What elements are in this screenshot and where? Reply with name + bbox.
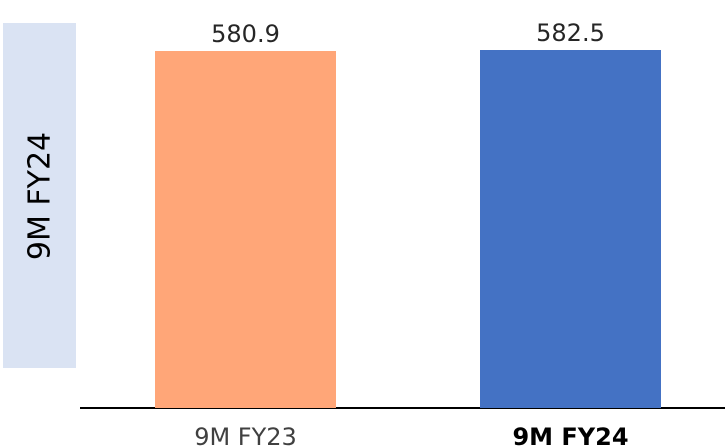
bar-0 — [155, 51, 336, 408]
value-label-1: 582.5 — [536, 19, 605, 47]
value-label-0: 580.9 — [211, 20, 280, 48]
category-label-0: 9M FY23 — [194, 423, 297, 448]
category-label-1: 9M FY24 — [512, 423, 628, 448]
bar-1 — [480, 50, 661, 408]
side-label-panel: 9M FY24 — [3, 23, 76, 368]
